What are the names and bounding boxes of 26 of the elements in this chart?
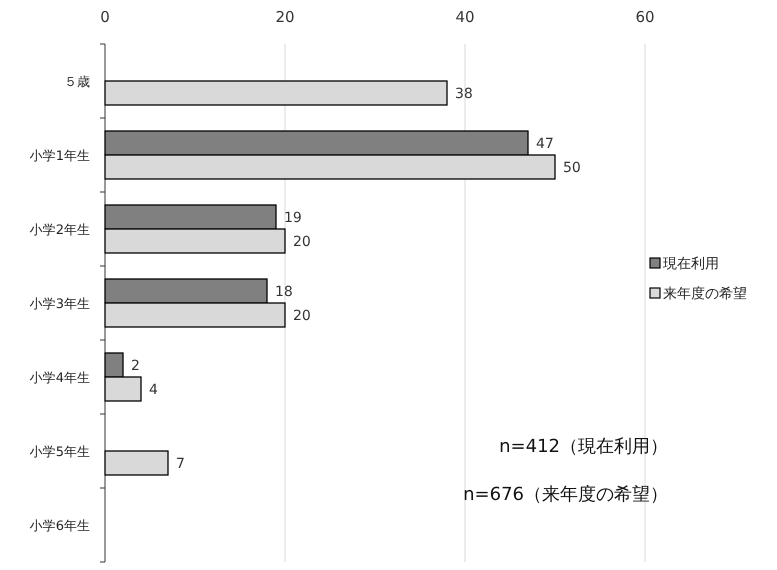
- data-label: 2: [131, 358, 140, 374]
- data-label: 38: [455, 86, 473, 102]
- x-tick-label: 0: [100, 8, 110, 26]
- data-label: 20: [293, 308, 311, 324]
- y-tick-label: 小学5年生: [30, 445, 90, 460]
- data-label: 50: [563, 160, 581, 176]
- annotation: n=676（来年度の希望）: [463, 484, 668, 505]
- data-label: 19: [284, 210, 302, 226]
- x-tick-label: 40: [455, 8, 475, 26]
- data-label: 47: [536, 136, 554, 152]
- x-tick-label: 20: [275, 8, 295, 26]
- y-tick-label: 小学3年生: [30, 297, 90, 312]
- y-tick-label: 小学1年生: [30, 149, 90, 164]
- y-tick-label: ５歳: [64, 75, 90, 90]
- y-tick-label: 小学4年生: [30, 371, 90, 386]
- data-label: 7: [176, 456, 185, 472]
- y-tick-label: 小学2年生: [30, 223, 90, 238]
- data-label: 18: [275, 284, 293, 300]
- data-label: 4: [149, 382, 158, 398]
- legend-label: 現在利用: [663, 256, 719, 272]
- data-label: 20: [293, 234, 311, 250]
- bar: [104, 450, 169, 476]
- x-tick-label: 60: [635, 8, 655, 26]
- annotation: n=412（現在利用）: [499, 436, 668, 457]
- y-tick-label: 小学6年生: [30, 519, 90, 534]
- legend-label: 来年度の希望: [663, 286, 747, 302]
